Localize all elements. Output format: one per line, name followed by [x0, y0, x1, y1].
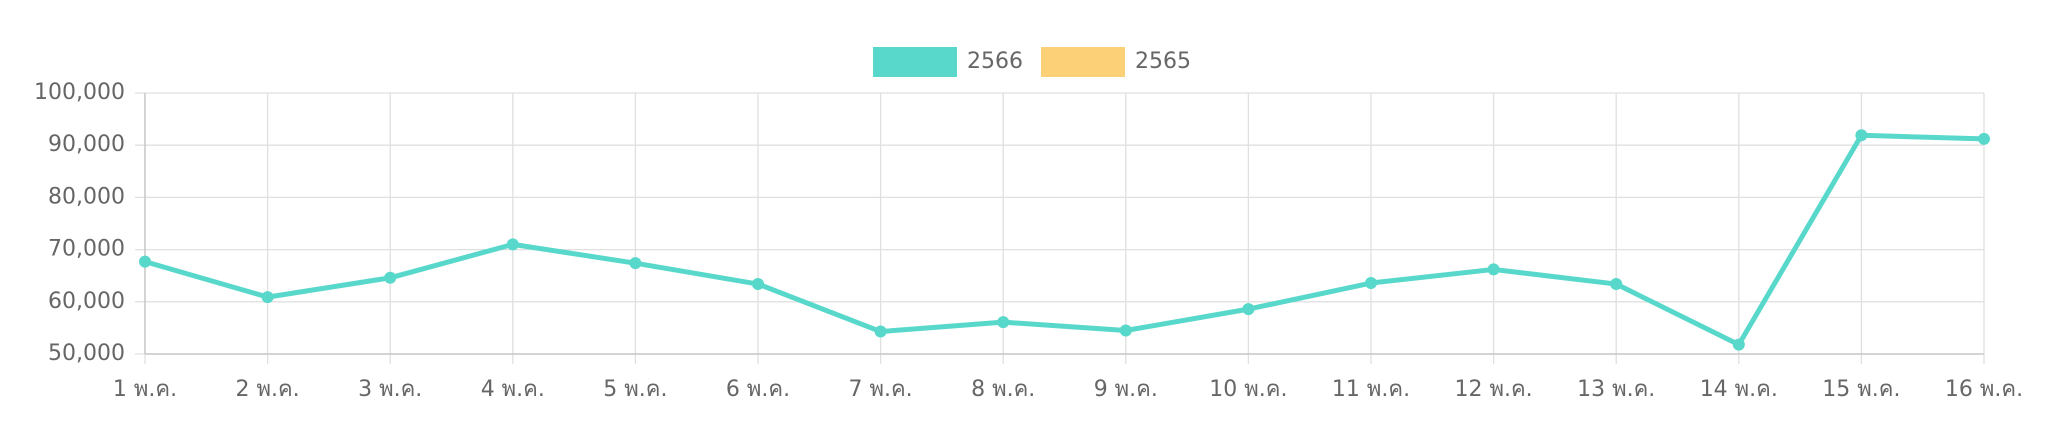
point — [261, 291, 274, 304]
legend-label[interactable]: 2565 — [1135, 49, 1191, 74]
x-tick-label: 8 พ.ค. — [971, 377, 1035, 402]
point — [1487, 263, 1500, 276]
point — [384, 271, 397, 284]
y-tick-label: 90,000 — [48, 132, 125, 157]
line — [144, 132, 1985, 348]
x-tick-label: 12 พ.ค. — [1454, 377, 1532, 402]
x-tick-label: 10 พ.ค. — [1209, 377, 1287, 402]
x-tick-label: 11 พ.ค. — [1332, 377, 1410, 402]
point — [1365, 277, 1377, 290]
x-tick-label: 9 พ.ค. — [1094, 377, 1158, 402]
x-tick-label: 2 พ.ค. — [235, 377, 299, 402]
x-tick-label: 5 พ.ค. — [603, 377, 667, 402]
y-tick-label: 100,000 — [34, 80, 125, 105]
x-tick-label: 15 พ.ค. — [1822, 377, 1900, 402]
point — [1732, 338, 1745, 351]
point — [997, 316, 1010, 329]
point — [506, 238, 519, 251]
point — [629, 257, 642, 270]
x-tick-label: 7 พ.ค. — [848, 377, 912, 402]
point — [1119, 324, 1132, 337]
y-tick-label: 50,000 — [48, 341, 125, 366]
legend-label[interactable]: 2566 — [967, 49, 1023, 74]
y-tick-label: 70,000 — [48, 237, 125, 262]
y-tick-label: 60,000 — [48, 289, 125, 314]
point — [1610, 278, 1623, 291]
point — [139, 255, 151, 268]
point — [874, 325, 887, 338]
x-tick-label: 3 พ.ค. — [358, 377, 422, 402]
legend-swatch[interactable] — [1041, 47, 1125, 77]
y-tick-label: 80,000 — [48, 184, 125, 209]
point — [1978, 132, 1990, 145]
x-tick-label: 13 พ.ค. — [1577, 377, 1655, 402]
x-tick-label: 4 พ.ค. — [481, 377, 545, 402]
point — [752, 278, 764, 291]
point — [1855, 129, 1868, 142]
x-tick-label: 6 พ.ค. — [726, 377, 790, 402]
x-tick-label: 16 พ.ค. — [1945, 377, 2023, 402]
x-tick-label: 14 พ.ค. — [1700, 377, 1778, 402]
legend-swatch[interactable] — [873, 47, 957, 77]
point — [1242, 303, 1255, 316]
x-tick-label: 1 พ.ค. — [113, 377, 177, 402]
